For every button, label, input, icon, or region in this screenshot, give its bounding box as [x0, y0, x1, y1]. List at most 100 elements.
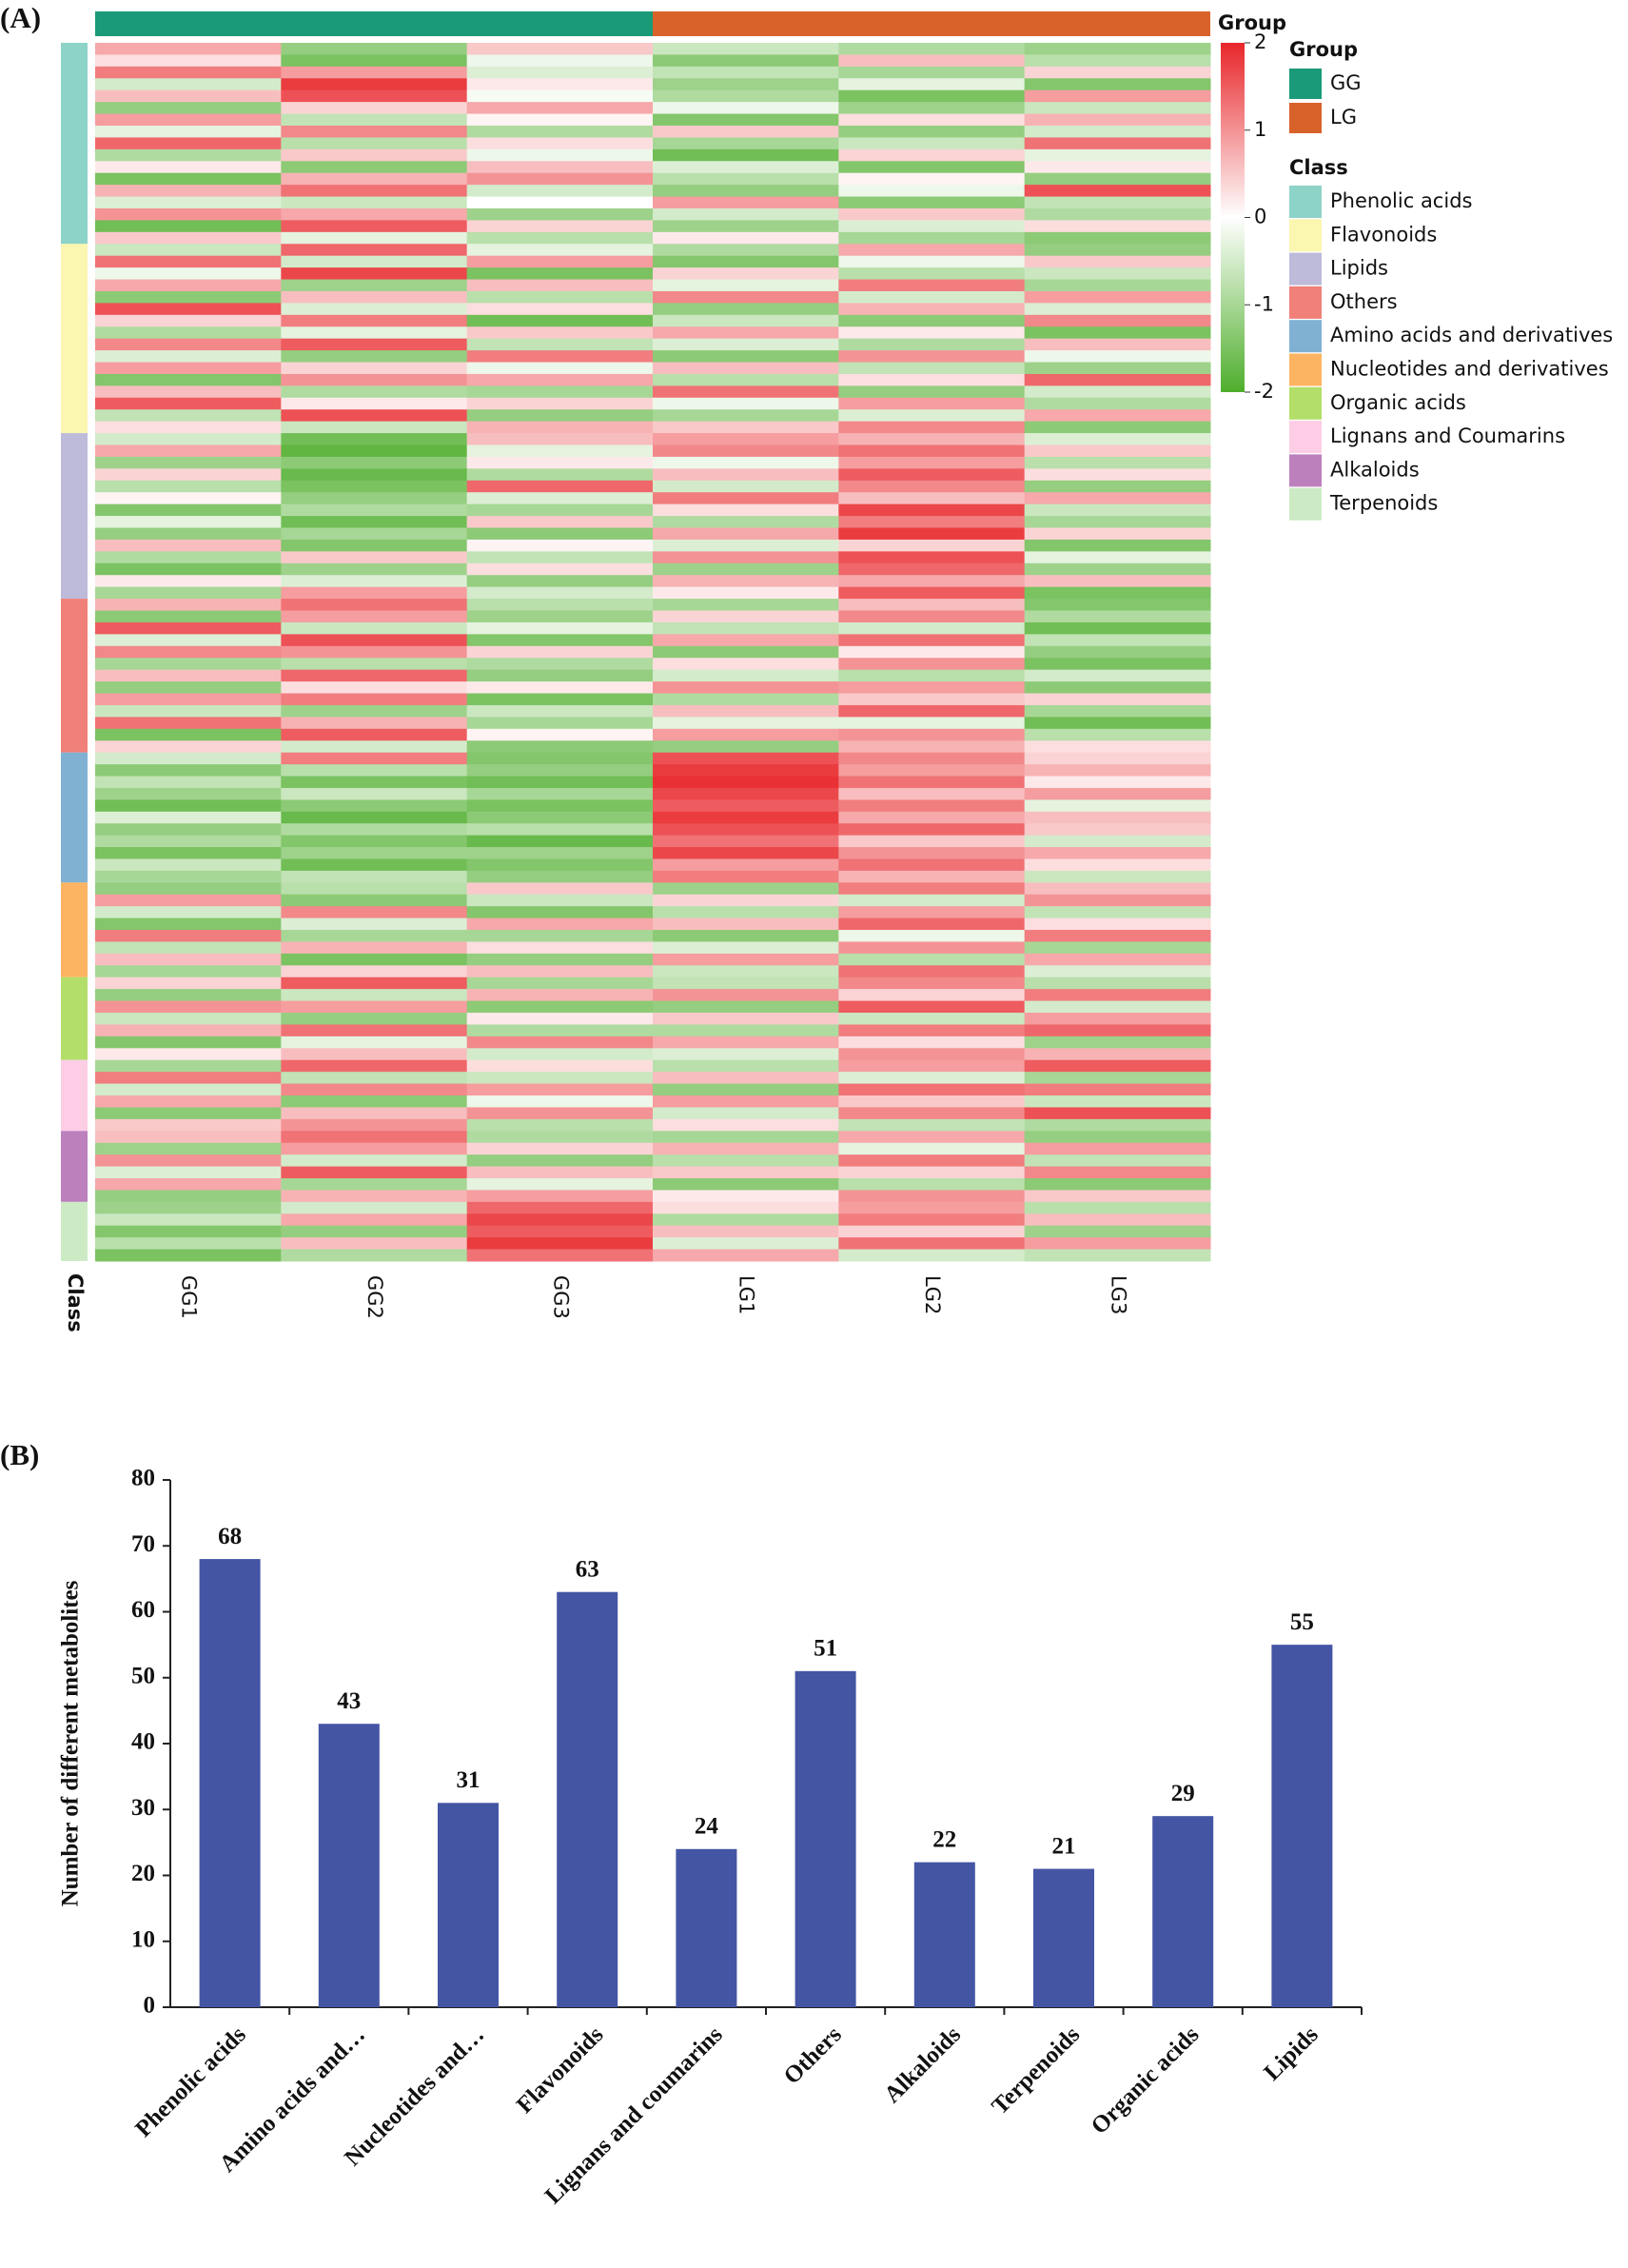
heatmap-cell	[95, 456, 282, 469]
heatmap-cell	[95, 669, 282, 682]
heatmap-cell	[95, 397, 282, 410]
heatmap-cell	[838, 409, 1026, 423]
heatmap-cell	[1024, 917, 1211, 931]
heatmap-cell	[653, 1072, 839, 1085]
column-label: GG3	[549, 1275, 572, 1319]
heatmap-cell	[466, 882, 654, 896]
heatmap-cell	[653, 941, 839, 955]
heatmap-cell	[1024, 1083, 1211, 1096]
heatmap-cell	[1024, 835, 1211, 848]
heatmap-cell	[466, 492, 654, 505]
heatmap-cell	[281, 207, 468, 221]
heatmap-cell	[95, 326, 282, 340]
heatmap-cell	[281, 279, 468, 292]
heatmap-cell	[466, 220, 654, 233]
heatmap-cell	[838, 823, 1026, 837]
heatmap-cell	[653, 231, 839, 245]
heatmap-cell	[281, 870, 468, 883]
heatmap-cell	[653, 870, 839, 883]
heatmap-cell	[95, 965, 282, 978]
colorbar	[1221, 43, 1245, 392]
heatmap-cell	[466, 704, 654, 718]
heatmap-cell	[281, 1131, 468, 1144]
heatmap-cell	[95, 787, 282, 800]
heatmap-cell	[466, 1154, 654, 1168]
class-bar	[61, 882, 88, 977]
heatmap-cell	[281, 102, 468, 115]
heatmap-cell	[466, 113, 654, 127]
bar	[438, 1803, 499, 2007]
class-bar	[61, 43, 88, 245]
heatmap-cell	[95, 953, 282, 966]
colorbar-tick-label: -1	[1254, 292, 1274, 315]
heatmap-cell	[466, 799, 654, 813]
heatmap-cell	[1024, 717, 1211, 730]
heatmap-cell	[838, 350, 1026, 364]
heatmap-cell	[838, 1024, 1026, 1037]
heatmap-cell	[466, 137, 654, 150]
heatmap-cell	[1024, 54, 1211, 68]
heatmap-cell	[95, 575, 282, 588]
heatmap-cell	[281, 43, 468, 55]
class-bar	[61, 752, 88, 883]
heatmap-cell	[1024, 172, 1211, 186]
heatmap-cell	[466, 279, 654, 292]
heatmap-cell	[281, 776, 468, 789]
heatmap-cell	[1024, 1048, 1211, 1061]
heatmap-cell	[281, 516, 468, 529]
heatmap-cell	[838, 338, 1026, 351]
heatmap-cell	[1024, 421, 1211, 434]
heatmap-cell	[838, 847, 1026, 859]
legend-label: GG	[1330, 71, 1362, 94]
heatmap-cell	[653, 752, 839, 765]
heatmap-cell	[653, 799, 839, 813]
heatmap-cell	[653, 989, 839, 1002]
legend-swatch	[1289, 386, 1322, 420]
heatmap-cell	[1024, 480, 1211, 493]
legend-swatch	[1289, 69, 1322, 99]
heatmap-cell	[281, 1095, 468, 1108]
heatmap-cell	[653, 350, 839, 364]
heatmap-cell	[95, 1024, 282, 1037]
heatmap-cell	[95, 314, 282, 327]
heatmap-cell	[653, 740, 839, 754]
heatmap-cell	[653, 965, 839, 978]
heatmap-cell	[653, 847, 839, 859]
heatmap-cell	[838, 1178, 1026, 1191]
legend-title: Class	[1289, 156, 1348, 179]
heatmap-cell	[838, 244, 1026, 257]
heatmap-cell	[1024, 148, 1211, 162]
heatmap-cell	[95, 1095, 282, 1108]
heatmap-cell	[1024, 823, 1211, 837]
heatmap-cell	[838, 1166, 1026, 1179]
heatmap-cell	[653, 89, 839, 103]
panel-label: (A)	[0, 1, 41, 34]
heatmap-cell	[653, 764, 839, 777]
heatmap-cell	[1024, 1000, 1211, 1014]
legend-swatch	[1289, 286, 1322, 319]
heatmap-cell	[653, 220, 839, 233]
heatmap-cell	[653, 1131, 839, 1144]
heatmap-cell	[653, 78, 839, 91]
heatmap-cell	[281, 1013, 468, 1025]
heatmap-cell	[95, 728, 282, 741]
heatmap-cell	[1024, 1178, 1211, 1191]
heatmap-cell	[1024, 503, 1211, 517]
heatmap-cell	[838, 989, 1026, 1002]
heatmap-cell	[1024, 752, 1211, 765]
legend-swatch	[1289, 186, 1322, 218]
heatmap-cell	[653, 397, 839, 410]
heatmap-cell	[1024, 799, 1211, 813]
heatmap-cell	[1024, 102, 1211, 115]
heatmap-cell	[838, 207, 1026, 221]
heatmap-cell	[466, 539, 654, 552]
legend-label: Organic acids	[1330, 391, 1466, 414]
heatmap-cell	[653, 503, 839, 517]
heatmap-cell	[1024, 125, 1211, 138]
heatmap-cell	[838, 220, 1026, 233]
heatmap-cell	[1024, 290, 1211, 304]
heatmap-cell	[653, 125, 839, 138]
heatmap-cell	[1024, 433, 1211, 446]
heatmap-cell	[1024, 1142, 1211, 1155]
heatmap-cell	[281, 681, 468, 694]
